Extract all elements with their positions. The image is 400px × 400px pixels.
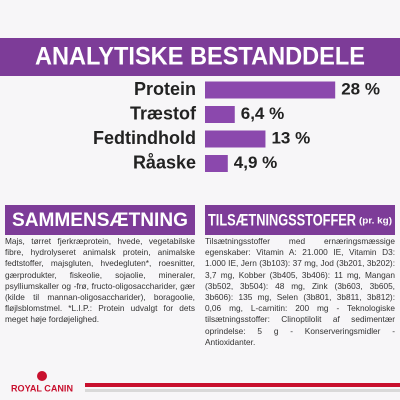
value-label: 4,9 %: [234, 153, 277, 172]
bar: [205, 106, 235, 123]
category-label: Råaske: [133, 152, 196, 172]
logo: ROYAL CANIN: [11, 383, 73, 393]
category-label: Fedtindhold: [93, 128, 196, 148]
footer: ROYAL CANIN: [11, 371, 400, 393]
chart-title: ANALYTISKE BESTANDDELE: [35, 43, 365, 71]
additives-title: TILSÆTNINGSSTOFFER: [208, 210, 356, 229]
value-label: 28 %: [341, 79, 380, 98]
bar: [205, 155, 228, 172]
additives-text: Tilsætningsstoffer med ernæringsmæssige …: [205, 236, 395, 347]
title-banner: [0, 38, 400, 76]
bar: [205, 130, 266, 148]
footer-stripe: [85, 383, 400, 387]
bar: [205, 81, 336, 99]
category-label: Træstof: [130, 103, 197, 123]
category-label: Protein: [134, 79, 196, 99]
composition-text: Majs, tørret fjerkræprotein, hvede, vege…: [5, 236, 195, 325]
composition-title: SAMMENSÆTNING: [12, 210, 188, 231]
value-label: 6,4 %: [241, 104, 284, 123]
additives-banner: [205, 205, 395, 235]
logo-crown: [37, 371, 47, 381]
additives-unit: (pr. kg): [359, 215, 392, 225]
footer-stripe: [85, 389, 400, 392]
value-label: 13 %: [271, 128, 310, 147]
composition-banner: [5, 205, 195, 235]
